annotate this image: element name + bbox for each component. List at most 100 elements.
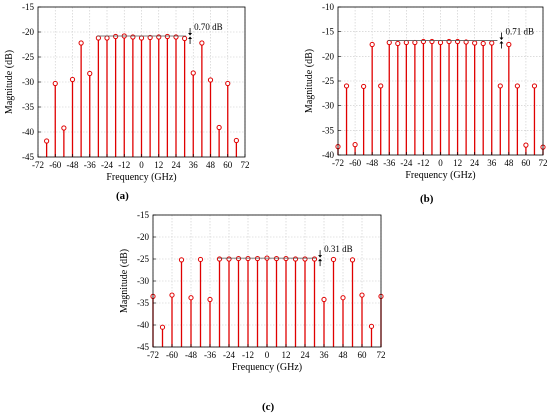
x-tick-label: -48 (67, 160, 79, 170)
stem-marker (349, 257, 356, 263)
x-tick-label: 72 (377, 350, 386, 360)
stem-marker (147, 34, 153, 41)
stem-marker (292, 256, 299, 262)
x-tick-label: -24 (223, 350, 235, 360)
x-tick-label: 48 (339, 350, 349, 360)
chart-panel-c: -72 -60 -48 -36 -24 -12 0 12 24 36 48 60 72 -45 -40 -35… (119, 208, 395, 404)
stem-marker (531, 83, 538, 89)
y-tick-label: -20 (322, 51, 334, 61)
y-tick-label: -25 (322, 76, 334, 86)
y-tick-label: -30 (322, 101, 334, 111)
stem-marker (197, 256, 204, 263)
stem-marker (386, 39, 392, 46)
x-tick-label: 0 (265, 350, 270, 360)
stem-marker (130, 34, 136, 40)
stem-marker (311, 256, 318, 262)
stem-marker (437, 39, 444, 46)
x-tick-label: -12 (417, 158, 429, 168)
x-tick-label: 24 (470, 158, 480, 168)
stem-marker (369, 41, 375, 48)
y-axis-label: Magnitude (dB) (304, 49, 315, 113)
stem-marker (190, 70, 196, 76)
stem-marker (52, 80, 58, 87)
stem-marker (321, 296, 327, 303)
x-tick-label: 36 (487, 158, 497, 168)
y-tick-label: -40 (137, 320, 149, 330)
y-tick-label: -35 (22, 102, 34, 112)
ripple-annotation-label: 0.70 dB (194, 22, 223, 32)
x-tick-label: -24 (101, 160, 113, 170)
stem-marker (199, 40, 205, 46)
stem-marker (302, 256, 308, 262)
x-tick-label: 0 (438, 158, 443, 168)
x-tick-label: 60 (223, 160, 233, 170)
y-axis-label: Magnitude (dB) (4, 50, 15, 114)
stem-marker (225, 80, 231, 87)
x-tick-label: -12 (118, 160, 130, 170)
stem-marker (472, 40, 478, 46)
stem-marker (254, 255, 261, 262)
stem-marker (87, 70, 93, 77)
y-tick-label: -45 (137, 342, 149, 352)
caption-c: (c) (262, 401, 275, 413)
stem-marker (283, 255, 289, 262)
x-axis-label: Frequency (GHz) (232, 362, 302, 373)
stem-marker (138, 35, 145, 41)
y-tick-label: -40 (22, 127, 34, 137)
y-tick-label: -40 (322, 150, 334, 160)
stem-marker (497, 83, 503, 89)
y-tick-label: -45 (22, 152, 34, 162)
x-axis-label: Frequency (GHz) (405, 170, 475, 181)
x-tick-label: 12 (154, 160, 163, 170)
stem-chart-c: -72 -60 -48 -36 -24 -12 0 12 24 36 48 60 72 -45 -40 -35… (119, 210, 386, 373)
stem-chart-b: -72 -60 -48 -36 -24 -12 0 12 24 36 48 60 72 -40 -35 -30… (304, 2, 548, 181)
stem-marker (95, 35, 101, 41)
x-tick-label: -36 (84, 160, 96, 170)
x-tick-label: -72 (147, 350, 159, 360)
x-tick-label: 24 (172, 160, 182, 170)
stem-marker (233, 137, 239, 144)
y-tick-label: -30 (22, 77, 34, 87)
stem-marker (429, 38, 435, 45)
x-tick-label: -60 (166, 350, 178, 360)
x-tick-label: -36 (383, 158, 395, 168)
stem-marker (188, 295, 194, 301)
stem-marker (216, 256, 223, 262)
stem-marker (169, 292, 175, 298)
ripple-arrow-head-up (318, 258, 323, 262)
stem-marker (78, 40, 84, 46)
x-tick-label: 12 (453, 158, 462, 168)
x-tick-label: 72 (241, 160, 250, 170)
stem-marker (412, 39, 418, 46)
stem-marker (340, 295, 346, 301)
y-tick-label: -20 (22, 27, 34, 37)
stem-marker (156, 34, 162, 40)
stem-marker (173, 34, 179, 40)
x-tick-label: 72 (539, 158, 548, 168)
stem-marker (514, 83, 520, 89)
stem-marker (403, 39, 409, 46)
y-tick-label: -35 (137, 298, 149, 308)
stem-marker (506, 41, 512, 48)
stem-marker (330, 256, 337, 263)
x-tick-label: 60 (358, 350, 368, 360)
caption-a: (a) (116, 190, 129, 202)
y-axis-label: Magnitude (dB) (119, 249, 130, 313)
ripple-arrow-head-down (318, 255, 323, 258)
stem-marker (368, 323, 375, 329)
stem-marker (159, 324, 166, 330)
x-tick-label: -24 (400, 158, 412, 168)
stem-marker (343, 83, 350, 89)
y-tick-label: -30 (137, 276, 149, 286)
ripple-arrow-head-up (188, 36, 193, 39)
y-tick-label: -25 (22, 52, 34, 62)
stem-marker (182, 35, 188, 42)
x-tick-label: -36 (204, 350, 216, 360)
ripple-annotation-label: 0.31 dB (324, 244, 353, 254)
stem-marker (359, 292, 365, 298)
x-tick-label: -12 (242, 350, 254, 360)
stem-marker (489, 40, 495, 46)
stem-marker (216, 124, 222, 131)
stem-marker (178, 257, 185, 263)
ripple-annotation-label: 0.71 dB (505, 27, 534, 37)
